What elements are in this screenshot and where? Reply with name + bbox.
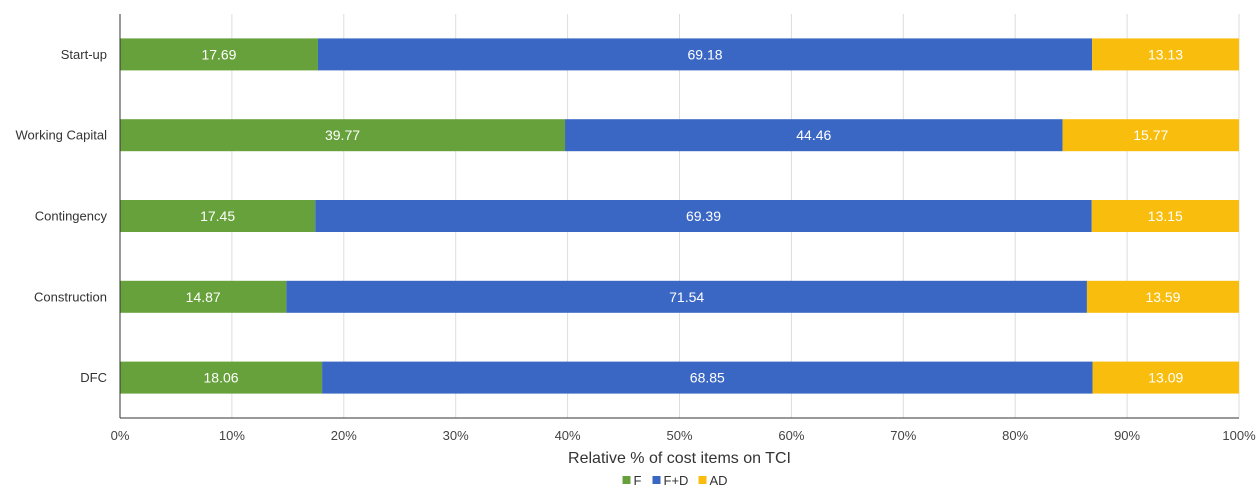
bar-segment	[1091, 200, 1239, 232]
x-tick-label: 50%	[666, 428, 692, 443]
data-label: 39.77	[325, 127, 360, 143]
bar-segment	[1086, 280, 1239, 313]
data-label: 69.39	[686, 208, 721, 224]
category-label: Construction	[34, 289, 107, 304]
bar-segment	[1092, 38, 1239, 71]
data-label: 13.09	[1148, 370, 1183, 386]
legend-label: F	[634, 473, 642, 487]
legend-swatch	[698, 476, 707, 484]
x-tick-label: 10%	[219, 428, 245, 443]
x-axis-title: Relative % of cost items on TCI	[568, 450, 791, 467]
bar-segment	[286, 280, 1087, 313]
bar-segment	[1092, 361, 1239, 394]
category-label: Working Capital	[15, 128, 107, 143]
x-tick-label: 80%	[1002, 428, 1028, 443]
data-label: 13.59	[1145, 289, 1180, 305]
data-label: 71.54	[669, 289, 704, 305]
x-tick-label: 100%	[1222, 428, 1256, 443]
bar-segment	[120, 38, 318, 71]
x-tick-label: 90%	[1114, 428, 1140, 443]
x-tick-label: 0%	[111, 428, 130, 443]
legend-label: AD	[710, 473, 728, 487]
legend-swatch	[652, 476, 661, 484]
x-tick-label: 70%	[890, 428, 916, 443]
data-label: 13.13	[1148, 46, 1183, 62]
x-tick-label: 40%	[555, 428, 581, 443]
legend: F F+D AD	[622, 473, 728, 487]
legend-swatch	[622, 476, 631, 484]
legend-label: F+D	[664, 473, 689, 487]
axes	[119, 14, 1239, 419]
x-tick-label: 60%	[778, 428, 804, 443]
bar-segment	[120, 361, 323, 394]
category-label: DFC	[80, 370, 107, 385]
x-tick-label: 30%	[443, 428, 469, 443]
category-label: Contingency	[35, 209, 108, 224]
x-tick-label: 20%	[331, 428, 357, 443]
bar-segment	[322, 361, 1093, 394]
bar-segment	[1062, 119, 1239, 152]
bar-segment	[120, 119, 566, 152]
bar-segment	[120, 280, 287, 313]
bar-segment	[317, 38, 1093, 71]
labels: 0% 10% 20% 30% 40% 50% 60% 70% 80% 90% 100% Start-u…	[15, 46, 1256, 443]
data-label: 14.87	[186, 289, 221, 305]
data-label: 17.45	[200, 208, 235, 224]
bar-segment	[120, 200, 316, 232]
bar-segment	[315, 200, 1092, 232]
data-label: 69.18	[687, 46, 722, 62]
bar-segment	[565, 119, 1063, 152]
data-label: 18.06	[204, 370, 239, 386]
data-label: 44.46	[796, 127, 831, 143]
data-label: 13.15	[1148, 208, 1183, 224]
data-label: 68.85	[690, 370, 725, 386]
data-label: 15.77	[1133, 127, 1168, 143]
bars	[120, 38, 1239, 394]
category-label: Start-up	[61, 47, 107, 62]
data-label: 17.69	[201, 46, 236, 62]
